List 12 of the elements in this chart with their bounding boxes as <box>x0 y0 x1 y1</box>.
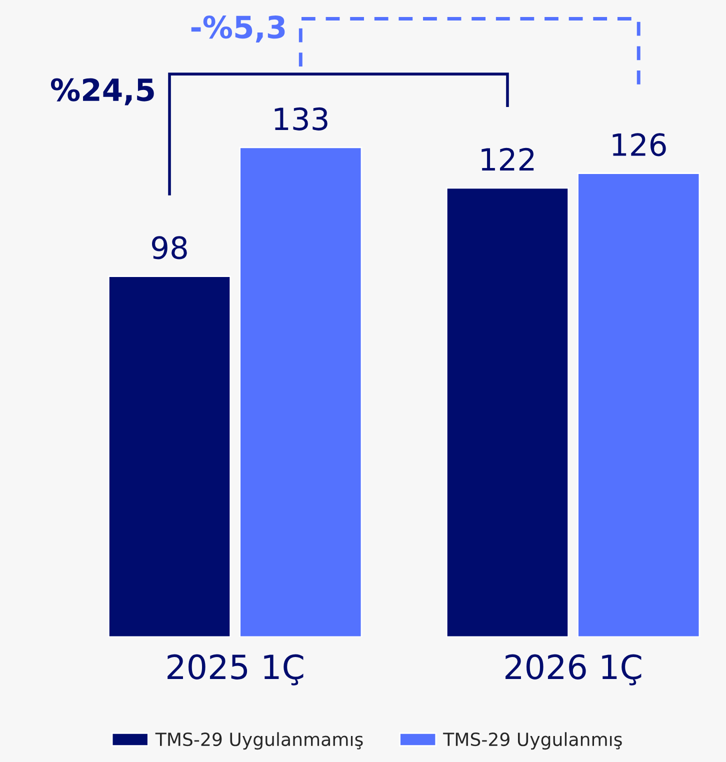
legend-label: TMS-29 Uygulanmış <box>443 732 622 750</box>
bar <box>577 172 700 637</box>
data-label: 98 <box>152 236 187 260</box>
text: %24,5 <box>50 78 154 106</box>
legend-label: TMS-29 Uygulanmamış <box>155 732 363 750</box>
data-label: 122 <box>482 148 534 171</box>
x-tick-label: 2026 1Ç <box>506 654 642 686</box>
data-label: 133 <box>274 107 328 130</box>
bar <box>108 276 232 637</box>
x-tick-label: 2025 1Ç <box>168 654 304 686</box>
data-label: 126 <box>612 133 666 156</box>
text: -%5,3 <box>191 16 285 43</box>
